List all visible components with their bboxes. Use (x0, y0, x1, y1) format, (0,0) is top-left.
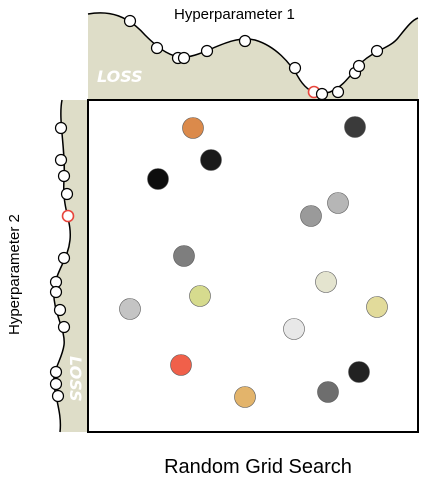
sample-point (327, 192, 349, 214)
sample-point (189, 285, 211, 307)
sample-point (170, 354, 192, 376)
left-sample (54, 121, 68, 135)
sampled-points (119, 116, 388, 408)
top-curve-samples (123, 14, 384, 101)
sample-point (234, 386, 256, 408)
top-sample (177, 51, 191, 65)
left-sample (57, 169, 71, 183)
left-sample-best (61, 209, 75, 223)
left-axis-label: Hyperparameter 2 (6, 214, 23, 335)
left-sample (49, 365, 63, 379)
sample-point (147, 168, 169, 190)
sample-point (182, 117, 204, 139)
top-sample (238, 34, 252, 48)
top-loss-panel: LOSS Hyperparameter 1 (87, 6, 419, 101)
top-sample (150, 41, 164, 55)
sample-point (366, 296, 388, 318)
left-sample (60, 187, 74, 201)
left-sample (51, 389, 65, 403)
top-sample (352, 59, 366, 73)
top-loss-fill (88, 12, 418, 100)
top-sample (370, 44, 384, 58)
left-sample (53, 303, 67, 317)
sample-point (173, 245, 195, 267)
sample-point (119, 298, 141, 320)
top-sample (331, 85, 345, 99)
sample-point (348, 361, 370, 383)
left-sample (57, 320, 71, 334)
left-loss-panel: LOSS Hyperparameter 2 (6, 99, 88, 433)
left-curve-samples (49, 121, 75, 403)
sample-point (315, 271, 337, 293)
left-sample (54, 153, 68, 167)
left-sample (49, 285, 63, 299)
top-sample (315, 87, 329, 101)
top-sample (288, 61, 302, 75)
left-sample (49, 275, 63, 289)
sample-point (283, 318, 305, 340)
top-loss-label: LOSS (97, 67, 143, 86)
top-axis-label: Hyperparameter 1 (174, 6, 295, 23)
left-loss-fill (53, 100, 88, 432)
top-sample (123, 14, 137, 28)
sample-point (300, 205, 322, 227)
search-space-frame (87, 99, 419, 433)
diagram-title: Random Grid Search (164, 456, 352, 478)
left-sample (57, 251, 71, 265)
left-loss-label: LOSS (66, 356, 85, 402)
sample-point (317, 381, 339, 403)
sample-point (344, 116, 366, 138)
left-sample (49, 377, 63, 391)
sample-point (200, 149, 222, 171)
top-sample (200, 44, 214, 58)
